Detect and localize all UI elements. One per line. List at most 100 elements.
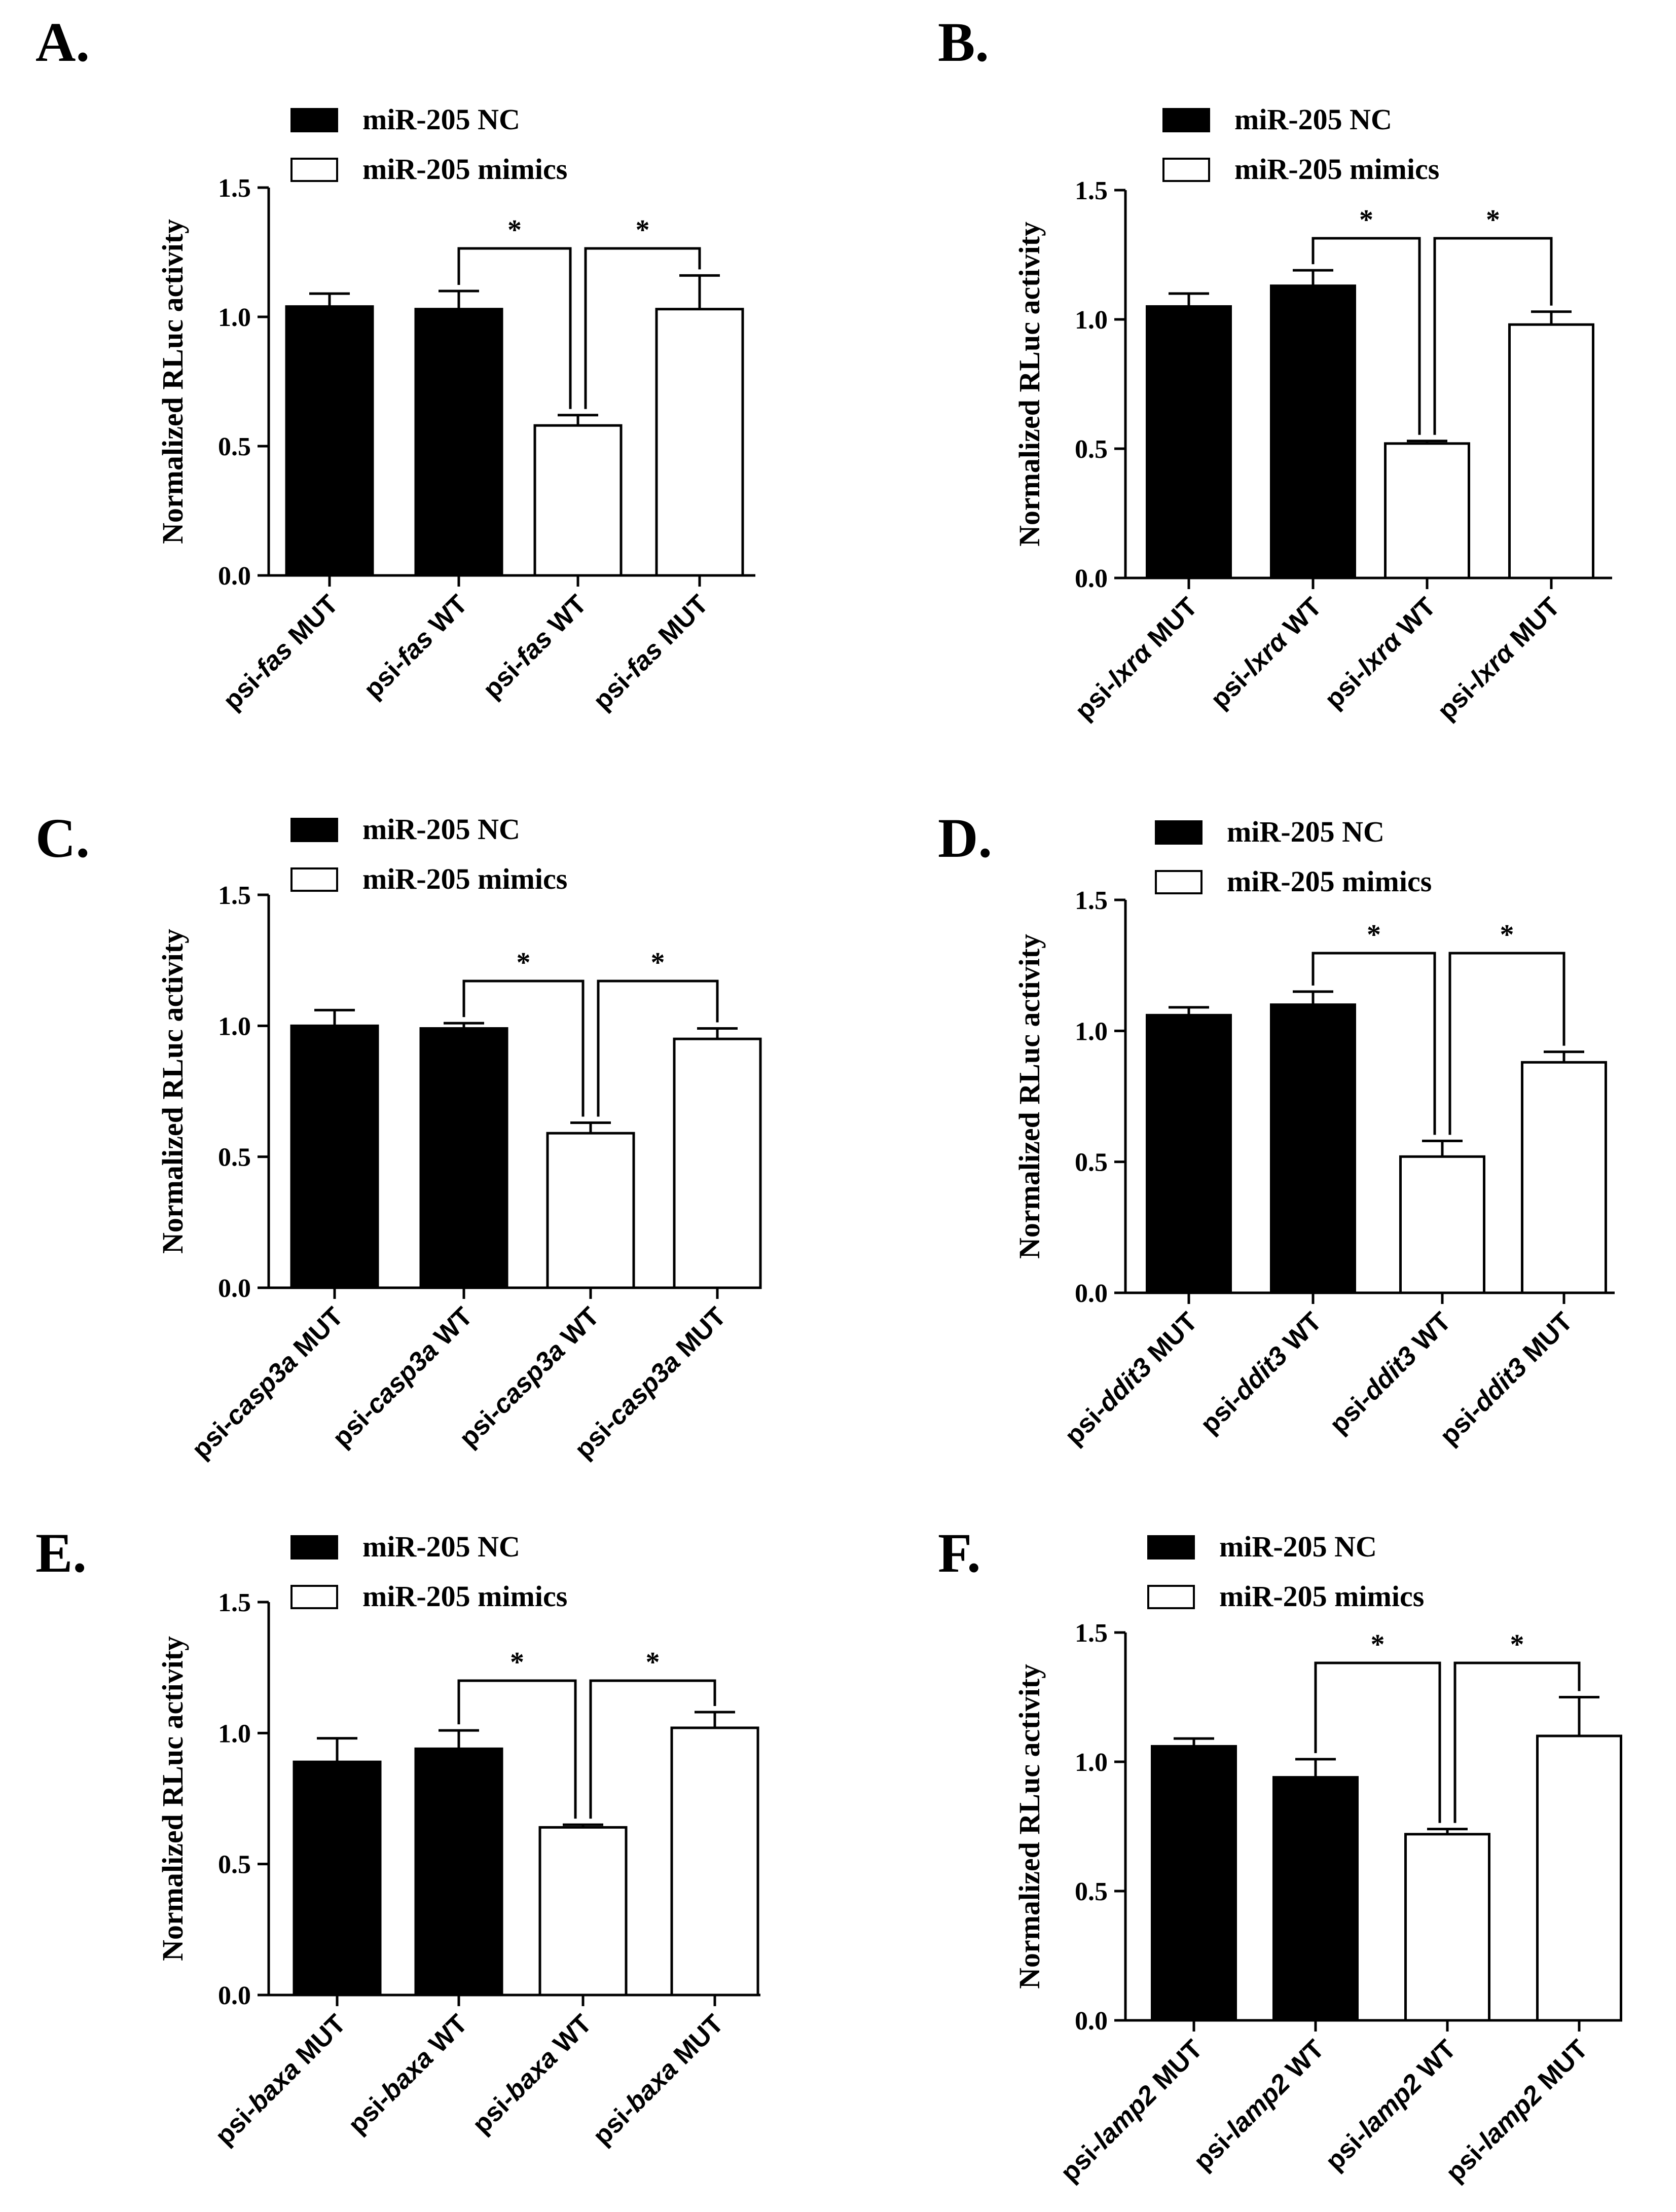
panel-letter: D. xyxy=(938,807,992,869)
x-category-label: psi-lxrα MUT xyxy=(1069,592,1203,726)
legend-label-nc: miR-205 NC xyxy=(1227,815,1384,848)
panel-a: A. miR-205 NC miR-205 mimics 0.0 0.5 1.0 1.5 No… xyxy=(35,11,755,716)
bar-4 xyxy=(1521,1061,1607,1294)
bar-3 xyxy=(538,1826,628,1997)
legend-label-mimics: miR-205 mimics xyxy=(1219,1580,1424,1613)
bar-2 xyxy=(419,1027,508,1289)
panel-letter: B. xyxy=(938,11,989,73)
bar-1 xyxy=(290,1024,379,1289)
legend-swatch-nc xyxy=(1147,1535,1195,1560)
legend-label-nc: miR-205 NC xyxy=(1219,1530,1377,1563)
legend-swatch-nc xyxy=(1162,108,1210,132)
y-axis-label: Normalized RLuc activity xyxy=(156,219,189,544)
legend-label-mimics: miR-205 mimics xyxy=(1227,865,1432,898)
x-category-label: psi-lamp2 MUT xyxy=(1055,2034,1209,2188)
bar-1 xyxy=(1146,1013,1232,1294)
x-category-label: psi-baxa WT xyxy=(467,2009,598,2140)
y-tick-label: 0.0 xyxy=(218,1981,251,2010)
legend-label-nc: miR-205 NC xyxy=(1234,103,1392,136)
y-axis-label: Normalized RLuc activity xyxy=(156,929,189,1254)
legend-swatch-mimics xyxy=(1147,1585,1195,1609)
x-category-label: psi-ddit3 MUT xyxy=(1059,1307,1203,1451)
x-category-label: psi-lamp2 WT xyxy=(1320,2034,1462,2176)
bar-3 xyxy=(1384,442,1470,579)
bar-3 xyxy=(546,1132,635,1289)
x-category-label: psi-baxa MUT xyxy=(209,2009,351,2151)
significance-star: * xyxy=(510,1647,524,1678)
y-axis-label: Normalized RLuc activity xyxy=(1013,934,1046,1259)
panel-e: E. miR-205 NC miR-205 mimics 0.0 0.5 1.0 1.5 No… xyxy=(35,1522,760,2151)
significance-bracket xyxy=(1314,1661,1441,1823)
significance-star: * xyxy=(1371,1629,1385,1660)
y-tick-label: 1.5 xyxy=(1075,176,1108,205)
bar-1 xyxy=(1146,305,1232,579)
x-category-label: psi-lxrα MUT xyxy=(1432,592,1565,726)
y-tick-label: 0.5 xyxy=(218,1851,251,1879)
x-category-label: psi-lamp2 MUT xyxy=(1440,2034,1594,2188)
significance-star: * xyxy=(636,214,650,246)
legend-swatch-nc xyxy=(1155,820,1203,845)
significance-star: * xyxy=(1359,204,1373,236)
y-tick-label: 1.0 xyxy=(1075,306,1108,335)
y-tick-label: 1.5 xyxy=(218,174,251,203)
significance-bracket xyxy=(597,980,719,1117)
x-category-label: psi-lamp2 WT xyxy=(1188,2034,1330,2176)
panel-letter: E. xyxy=(35,1522,87,1584)
significance-star: * xyxy=(1486,204,1500,236)
x-category-label: psi-ddit3 WT xyxy=(1324,1307,1457,1439)
x-category-label: psi-ddit3 MUT xyxy=(1434,1307,1578,1451)
bar-1 xyxy=(285,305,374,577)
x-category-label: psi-lxrα WT xyxy=(1205,592,1328,714)
bar-2 xyxy=(1270,284,1356,579)
x-category-label: psi-baxa WT xyxy=(343,2009,473,2140)
y-tick-label: 1.0 xyxy=(218,303,251,332)
y-tick-label: 0.0 xyxy=(218,562,251,591)
significance-bracket xyxy=(1453,1661,1581,1823)
significance-bracket xyxy=(1311,952,1436,1135)
y-tick-label: 0.0 xyxy=(218,1274,251,1303)
y-axis-label: Normalized RLuc activity xyxy=(1013,222,1046,547)
legend-label-mimics: miR-205 mimics xyxy=(1234,153,1439,186)
panel-d: D. miR-205 NC miR-205 mimics 0.0 0.5 1.0 1.5 No… xyxy=(938,807,1615,1451)
bar-2 xyxy=(1272,1776,1359,2022)
y-tick-label: 0.5 xyxy=(218,432,251,461)
significance-star: * xyxy=(507,214,522,246)
legend-swatch-mimics xyxy=(1162,158,1210,182)
bar-2 xyxy=(414,308,503,577)
significance-star: * xyxy=(517,947,531,978)
x-category-label: psi-fas MUT xyxy=(217,589,344,716)
x-category-label: psi-fas WT xyxy=(358,589,473,704)
panel-f: F. miR-205 NC miR-205 mimics 0.0 0.5 1.0 1.5 No… xyxy=(938,1522,1622,2188)
significance-star: * xyxy=(1510,1629,1524,1660)
legend-label-mimics: miR-205 mimics xyxy=(362,1580,567,1613)
legend-label-nc: miR-205 NC xyxy=(362,103,520,136)
significance-bracket xyxy=(462,980,585,1117)
significance-star: * xyxy=(1367,919,1381,951)
significance-bracket xyxy=(457,247,572,409)
legend-swatch-mimics xyxy=(1155,870,1203,894)
legend-label-mimics: miR-205 mimics xyxy=(362,153,567,186)
panel-letter: C. xyxy=(35,807,90,869)
bar-4 xyxy=(673,1037,762,1289)
legend-swatch-nc xyxy=(290,818,338,842)
significance-bracket xyxy=(1311,237,1421,435)
y-tick-label: 0.5 xyxy=(1075,1148,1108,1177)
significance-bracket xyxy=(457,1679,577,1819)
significance-star: * xyxy=(646,1647,660,1678)
bar-2 xyxy=(414,1747,503,1997)
x-category-label: psi-fas MUT xyxy=(588,589,714,716)
x-category-label: psi-fas WT xyxy=(478,589,593,704)
bar-1 xyxy=(1151,1745,1237,2022)
y-tick-label: 0.0 xyxy=(1075,564,1108,593)
panel-b: B. miR-205 NC miR-205 mimics 0.0 0.5 1.0 1.5 No… xyxy=(938,11,1612,726)
y-tick-label: 1.5 xyxy=(1075,1619,1108,1648)
legend-swatch-mimics xyxy=(290,158,338,182)
y-tick-label: 1.0 xyxy=(218,1012,251,1041)
legend-label-nc: miR-205 NC xyxy=(362,1530,520,1563)
y-tick-label: 1.5 xyxy=(218,1588,251,1617)
x-category-label: psi-casp3a MUT xyxy=(187,1301,349,1464)
legend-label-mimics: miR-205 mimics xyxy=(362,862,567,895)
x-category-label: psi-baxa MUT xyxy=(587,2009,729,2151)
significance-bracket xyxy=(1448,952,1565,1135)
